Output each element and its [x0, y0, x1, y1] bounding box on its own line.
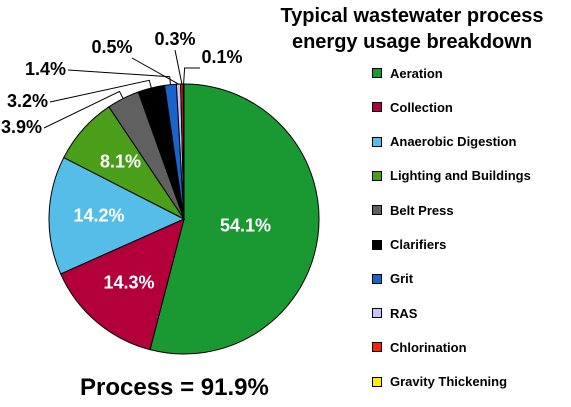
legend-swatch-grit — [372, 273, 382, 284]
leader-line-ras — [131, 57, 179, 85]
leader-line-gravity-thickening — [183, 67, 200, 85]
leader-line-clarifiers — [49, 79, 152, 103]
data-label-collection: 14.3% — [103, 273, 154, 293]
data-label-gravity-thickening: 0.1% — [201, 47, 242, 67]
legend-swatch-lighting-and-buildings — [372, 170, 382, 181]
legend-item-gravity-thickening: Gravity Thickening — [372, 373, 507, 391]
data-label-belt-press: 3.9% — [1, 117, 42, 137]
pie-slice-aeration — [149, 83, 320, 355]
data-label-grit: 1.4% — [25, 59, 66, 79]
data-label-lighting-and-buildings: 8.1% — [100, 151, 141, 171]
chart-title: Typical wastewater process energy usage … — [262, 3, 562, 55]
legend-label-clarifiers: Clarifiers — [390, 237, 447, 252]
legend-swatch-ras — [372, 308, 382, 319]
legend-label-belt-press: Belt Press — [390, 202, 454, 218]
chart-title-line-2: energy usage breakdown — [291, 31, 533, 53]
pie-slice-collection — [60, 218, 185, 351]
legend-label-chlorination: Chlorination — [390, 339, 467, 355]
legend-item-lighting-and-buildings: Lighting and Buildings — [372, 167, 531, 185]
data-label-chlorination: 0.3% — [154, 29, 195, 49]
data-label-clarifiers: 3.2% — [7, 91, 48, 111]
leader-line-grit — [67, 69, 171, 85]
legend-label-anaerobic-digestion: Anaerobic Digestion — [390, 134, 517, 150]
process-total-text: Process = 91.9% — [80, 374, 269, 401]
chart-title-line-1: Typical wastewater process — [280, 5, 544, 27]
legend-label-grit: Grit — [390, 271, 414, 287]
legend-item-belt-press: Belt Press — [372, 201, 454, 219]
legend-label-collection: Collection — [390, 99, 453, 115]
pie-slice-anaerobic-digestion — [48, 156, 186, 275]
legend-swatch-collection — [372, 102, 382, 113]
legend-swatch-clarifiers — [372, 239, 382, 250]
legend-label-lighting-and-buildings: Lighting and Buildings — [390, 168, 531, 184]
leader-line-belt-press — [43, 90, 124, 129]
legend-label-aeration: Aeration — [390, 65, 443, 81]
legend-swatch-aeration — [372, 68, 382, 78]
legend-item-ras: RAS — [372, 304, 417, 322]
data-label-aeration: 54.1% — [220, 216, 271, 236]
legend-item-grit: Grit — [372, 270, 413, 288]
legend-swatch-belt-press — [372, 205, 382, 216]
legend-swatch-chlorination — [372, 342, 382, 353]
legend-item-chlorination: Chlorination — [372, 338, 467, 356]
data-label-anaerobic-digestion: 14.2% — [73, 205, 124, 225]
legend-label-ras: RAS — [390, 305, 418, 321]
legend-swatch-gravity-thickening — [372, 376, 382, 387]
legend-item-clarifiers: Clarifiers — [372, 236, 446, 254]
legend-label-gravity-thickening: Gravity Thickening — [390, 374, 508, 390]
legend-item-aeration: Aeration — [372, 64, 443, 82]
leader-line-chlorination — [174, 49, 183, 85]
data-label-ras: 0.5% — [91, 37, 132, 57]
legend-swatch-anaerobic-digestion — [372, 136, 382, 147]
legend-item-collection: Collection — [372, 98, 453, 116]
legend-item-anaerobic-digestion: Anaerobic Digestion — [372, 133, 516, 151]
